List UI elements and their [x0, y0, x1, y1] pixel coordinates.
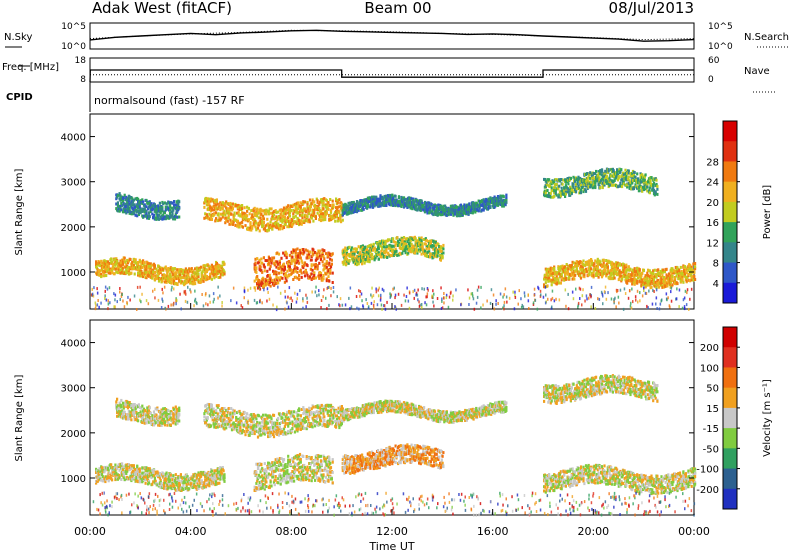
velocity-echo-band-4: [341, 443, 445, 475]
velocity-colorbar-seg-8: [723, 488, 737, 510]
power-colorbar-label-0: 4: [713, 279, 719, 290]
station-title: Adak West (fitACF): [92, 0, 232, 17]
velocity-colorbar-label-1: 100: [700, 363, 719, 374]
power-colorbar-seg-1: [723, 141, 737, 162]
velocity-echo-band-2: [203, 402, 344, 439]
velocity-echo-band-0: [95, 462, 226, 492]
power-ytick-label-2: 3000: [61, 178, 86, 189]
power-colorbar-label-3: 16: [706, 218, 719, 229]
velocity-colorbar-label-4: -15: [703, 424, 719, 435]
noise-series-nsky: [89, 29, 695, 42]
power-colorbar-label-1: 8: [713, 259, 719, 270]
velocity-colorbar-label-7: -200: [696, 485, 719, 496]
cpid-label: CPID: [6, 92, 33, 103]
xtick-label-2: 08:00: [275, 525, 307, 538]
xtick-label-3: 12:00: [376, 525, 408, 538]
power-colorbar-seg-5: [723, 222, 737, 243]
power-echo-band-5: [341, 193, 508, 218]
velocity-colorbar-seg-7: [723, 468, 737, 490]
velocity-colorbar-frame: [722, 326, 738, 510]
velocity-colorbar-seg-5: [723, 428, 737, 449]
velocity-colorbar-label-2: 50: [706, 384, 719, 395]
velocity-ytick-label-0: 1000: [61, 474, 86, 485]
power-echo-band-1: [115, 192, 181, 221]
velocity-colorbar-label-3: 15: [706, 404, 719, 415]
power-colorbar-label-6: 28: [706, 157, 719, 168]
power-colorbar-label-2: 12: [706, 238, 719, 249]
power-ytick-label-1: 2000: [61, 223, 86, 234]
noise-series-nsearch: [89, 29, 695, 41]
power-ylabel: Slant Range [km]: [14, 168, 25, 255]
power-colorbar-seg-4: [723, 201, 737, 223]
xtick-label-6: 00:00: [678, 525, 710, 538]
power-colorbar-frame: [722, 120, 738, 304]
velocity-colorbar-label-5: -50: [703, 444, 719, 455]
power-echo-band-0: [95, 256, 226, 287]
power-echo-band-2: [203, 196, 344, 233]
power-ground-scatter: [90, 285, 693, 312]
power-colorbar-seg-6: [723, 242, 737, 264]
velocity-colorbar-seg-2: [723, 367, 737, 389]
noise-left-tick-top: 10^5: [61, 22, 86, 32]
power-colorbar-seg-3: [723, 181, 737, 203]
freq-right-tick-top: 60: [708, 56, 720, 66]
freq-left-tick-top: 18: [75, 56, 87, 66]
velocity-ground-scatter: [92, 491, 696, 517]
freq-left-tick-bottom: 8: [80, 75, 86, 85]
xtick-label-1: 04:00: [175, 525, 207, 538]
freq-right-tick-bottom: 0: [708, 75, 714, 85]
noise-right-label: N.Search: [744, 32, 789, 43]
cpid-text: normalsound (fast) -157 RF: [94, 94, 245, 107]
velocity-colorbar-seg-0: [723, 327, 737, 348]
beam-title: Beam 00: [364, 0, 431, 17]
power-colorbar-label-5: 24: [706, 178, 719, 189]
power-panel: Slant Range [km] 1000 2000 3000 4000 4 8 12 16…: [14, 113, 773, 312]
power-echo-band-7: [543, 257, 697, 290]
power-colorbar-label-4: 20: [706, 198, 719, 209]
date-title: 08/Jul/2013: [609, 0, 694, 17]
noise-right-tick-bottom: 10^0: [708, 42, 733, 52]
velocity-colorbar-label-6: -100: [696, 465, 719, 476]
velocity-ytick-label-3: 4000: [61, 339, 86, 350]
power-echo-band-4: [341, 235, 445, 267]
power-colorbar-seg-7: [723, 262, 737, 284]
velocity-ylabel: Slant Range [km]: [14, 374, 25, 461]
power-colorbar-seg-8: [723, 282, 737, 304]
velocity-ytick-label-2: 3000: [61, 384, 86, 395]
noise-right-tick-top: 10^5: [708, 22, 733, 32]
velocity-colorbar-seg-1: [723, 347, 737, 368]
xtick-label-5: 20:00: [577, 525, 609, 538]
power-colorbar-seg-0: [723, 121, 737, 142]
velocity-ytick-label-1: 2000: [61, 429, 86, 440]
xtick-label-4: 16:00: [477, 525, 509, 538]
power-echo-band-6: [543, 167, 659, 199]
power-ytick-label-0: 1000: [61, 268, 86, 279]
freq-series-line: [89, 69, 694, 83]
power-ytick-label-3: 4000: [61, 133, 86, 144]
velocity-colorbar-seg-4: [723, 407, 737, 429]
velocity-panel: Slant Range [km] 1000 2000 3000 4000 200 100…: [14, 319, 773, 517]
freq-left-label: Freq. [MHz]: [2, 62, 59, 73]
power-colorbar-label: Power [dB]: [762, 185, 773, 240]
x-axis-label: Time UT: [368, 540, 414, 553]
velocity-echo-band-1: [115, 397, 181, 427]
power-colorbar-seg-2: [723, 161, 737, 183]
velocity-echo-band-5: [341, 399, 508, 424]
velocity-echo-band-3: [253, 452, 334, 492]
xtick-label-0: 00:00: [74, 525, 106, 538]
frequency-panel: Freq. [MHz] 18 8 60 0 Nave: [2, 56, 776, 93]
velocity-colorbar-label: Velocity [m s⁻¹]: [762, 379, 773, 457]
noise-panel: N.Sky 10^5 10^0 10^5 10^0 N.Search: [4, 22, 790, 52]
velocity-colorbar-label-0: 200: [700, 343, 719, 354]
noise-left-label: N.Sky: [4, 32, 32, 43]
velocity-colorbar-seg-3: [723, 387, 737, 409]
velocity-colorbar-seg-6: [723, 448, 737, 470]
noise-left-tick-bottom: 10^0: [61, 42, 86, 52]
velocity-echo-band-7: [543, 463, 697, 496]
velocity-echo-band-6: [543, 374, 659, 405]
freq-right-label: Nave: [744, 66, 770, 77]
